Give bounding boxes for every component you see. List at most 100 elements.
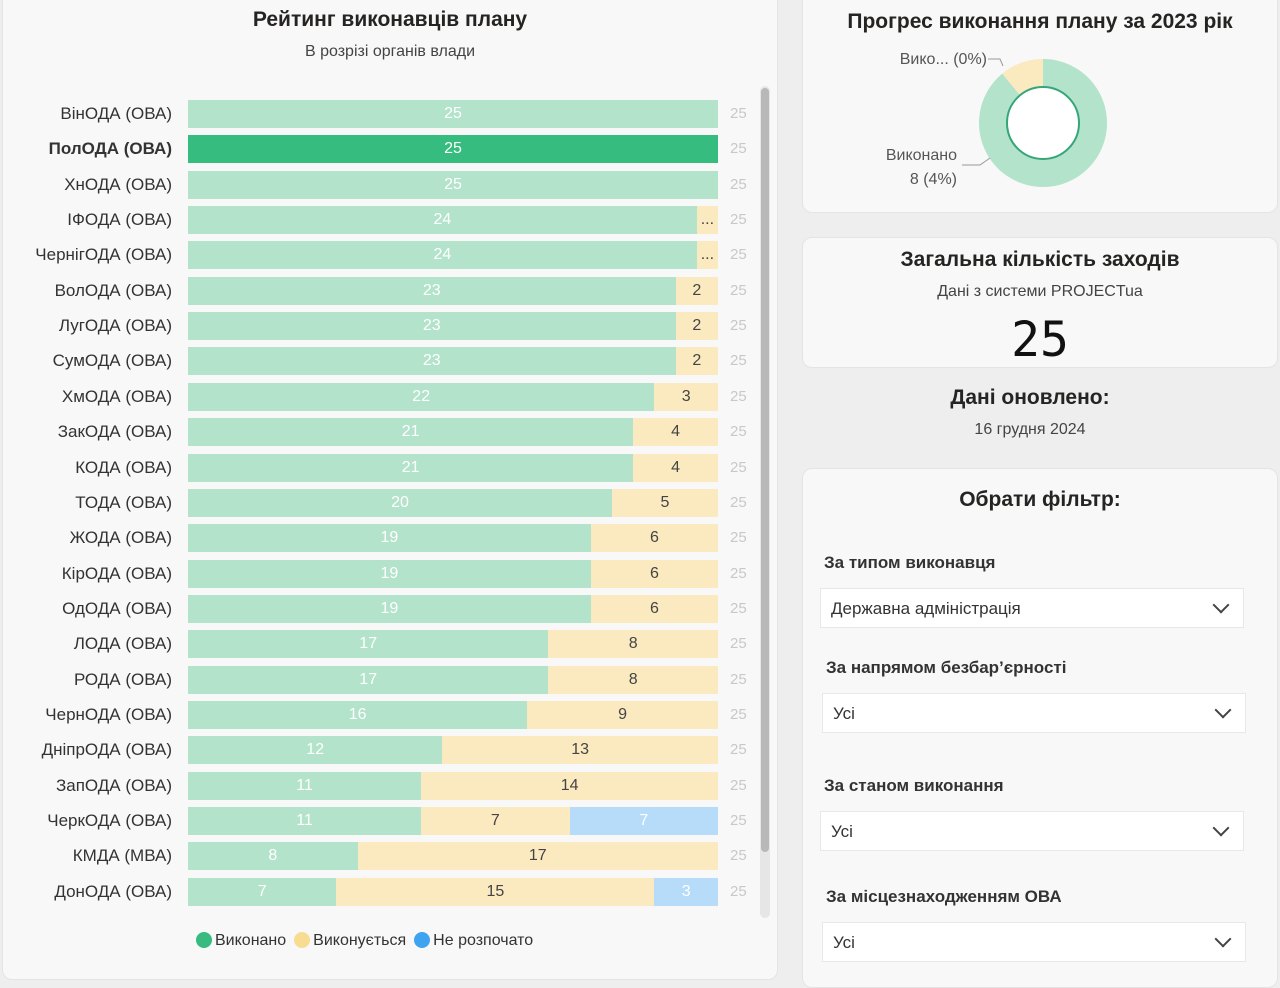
bar-segment-in-progress[interactable]: 6 [590,524,718,553]
bar-segment-in-progress[interactable]: 2 [675,347,718,376]
total-label: 25 [730,458,747,476]
bar-segment-done[interactable]: 23 [188,347,676,376]
filter-label: За напрямом безбар’єрності [826,658,1067,677]
bar-segment-in-progress[interactable]: 17 [357,842,718,871]
bar-segment-in-progress[interactable]: ... [696,206,718,235]
filter-label: За місцезнаходженням ОВА [826,887,1062,906]
bar-segment-done[interactable]: 11 [188,771,422,800]
leader-line [988,58,1004,67]
total-label: 25 [730,493,747,511]
bar-segment-done[interactable]: 24 [188,206,697,235]
status-dropdown[interactable]: Усі [820,811,1244,851]
bar-segment-not-started[interactable]: 3 [654,877,718,906]
bar-segment-done[interactable]: 17 [188,665,549,694]
bar-segment-done[interactable]: 20 [188,488,612,517]
category-label: ЛОДА (ОВА) [73,634,172,654]
bar-segment-in-progress[interactable]: 8 [548,665,718,694]
bar-segment-in-progress[interactable]: 6 [590,594,718,623]
bar-segment-done[interactable]: 17 [188,630,549,659]
bar-segment-done[interactable]: 8 [188,842,358,871]
bar-segment-done[interactable]: 25 [188,170,718,199]
bar-segment-in-progress[interactable]: 13 [442,736,718,765]
category-label: ОдОДА (ОВА) [62,598,172,618]
category-label: ХмОДА (ОВА) [61,386,172,406]
donut-value-done: 8 (4%) [910,171,957,188]
category-label: ІФОДА (ОВА) [67,210,172,230]
bar-segment-in-progress[interactable]: 5 [612,488,718,517]
total-subtitle: Дані з системи PROJECTua [937,283,1143,300]
bar-segment-in-progress[interactable]: 15 [336,877,655,906]
progress-donut: Вико... (0%) Виконано 8 (4%) [886,51,1107,188]
progress-title: Прогрес виконання плану за 2023 рік [847,10,1233,33]
total-card [802,237,1278,368]
bar-segment-not-started[interactable]: 7 [569,807,718,835]
chevron-down-icon [1212,596,1230,614]
bar-segment-in-progress[interactable]: 4 [633,453,718,482]
total-label: 25 [730,564,747,582]
bar-segment-done[interactable]: 19 [188,559,591,588]
bar-segment-done[interactable]: 21 [188,453,634,482]
total-label: 25 [730,776,747,794]
donut-slice[interactable] [1002,59,1043,96]
bar-segment-done[interactable]: 22 [188,382,655,411]
total-label: 25 [730,423,747,441]
total-label: 25 [730,882,747,900]
bar-segment-done[interactable]: 23 [188,276,676,305]
bar-segment-in-progress[interactable]: 14 [421,771,718,800]
bar-segment-in-progress[interactable]: 3 [654,382,718,411]
bar-segment-done[interactable]: 24 [188,241,697,270]
legend-item-not-started[interactable]: Не розпочато [414,932,533,950]
legend-dot [414,932,431,948]
bar-segment-done[interactable]: 16 [188,700,528,729]
location-dropdown[interactable]: Усі [822,922,1246,962]
leader-line [962,157,991,166]
category-label: КМДА (МВА) [72,846,172,866]
bar-segment-in-progress[interactable]: 9 [527,700,718,729]
bar-segment-in-progress[interactable]: 6 [590,559,718,588]
category-label: ЧеркОДА (ОВА) [47,811,172,830]
bar-segment-in-progress[interactable]: 4 [633,418,718,447]
bar-segment-done[interactable]: 19 [188,524,591,553]
category-label: ВінОДА (ОВА) [60,104,172,123]
total-title: Загальна кількість заходів [900,248,1180,271]
filter-title: Обрати фільтр: [959,488,1121,511]
rating-title: Рейтинг виконавців плану [252,8,528,31]
total-value: 25 [1011,312,1069,368]
direction-dropdown[interactable]: Усі [822,693,1246,733]
category-label: ЖОДА (ОВА) [69,528,172,548]
bar-segment-in-progress[interactable]: 2 [675,276,718,305]
total-label: 25 [730,175,747,193]
bar-segment-done[interactable]: 23 [188,312,676,341]
chevron-down-icon [1214,701,1232,719]
category-label: КірОДА (ОВА) [61,563,172,583]
chevron-down-icon [1214,930,1232,948]
legend-dot [294,932,311,948]
total-label: 25 [730,741,747,759]
bar-segment-done[interactable]: 12 [188,736,443,765]
bar-segment-done[interactable]: 7 [188,877,337,906]
bar-segment-in-progress[interactable]: 7 [421,807,570,835]
category-label: ЗакОДА (ОВА) [57,422,172,442]
scrollbar-thumb[interactable] [761,88,769,852]
bar-segment-done[interactable]: 25 [188,135,718,164]
total-label: 25 [730,705,747,723]
total-label: 25 [730,211,747,229]
legend-item-in-progress[interactable]: Виконується [294,932,406,950]
category-label: КОДА (ОВА) [75,457,172,477]
bar-segment-in-progress[interactable]: 8 [548,630,718,659]
category-label: ЧернігОДА (ОВА) [35,245,172,265]
executor-type-dropdown[interactable]: Державна адміністрація [820,588,1244,628]
category-label: ВолОДА (ОВА) [54,280,172,300]
category-label: ЛугОДА (ОВА) [58,316,172,336]
chevron-down-icon [1212,819,1230,837]
donut-label-in-progress: Вико... (0%) [900,51,987,68]
bar-segment-done[interactable]: 19 [188,594,591,623]
bar-segment-done[interactable]: 25 [188,100,718,128]
bar-segment-in-progress[interactable]: ... [696,241,718,270]
bar-segment-in-progress[interactable]: 2 [675,312,718,341]
legend-item-done[interactable]: Виконано [196,932,286,950]
chart-legend: Виконано Виконується Не розпочато [196,932,533,950]
bar-segment-done[interactable]: 11 [188,807,422,835]
donut-slice[interactable] [979,59,1107,187]
bar-segment-done[interactable]: 21 [188,418,634,447]
